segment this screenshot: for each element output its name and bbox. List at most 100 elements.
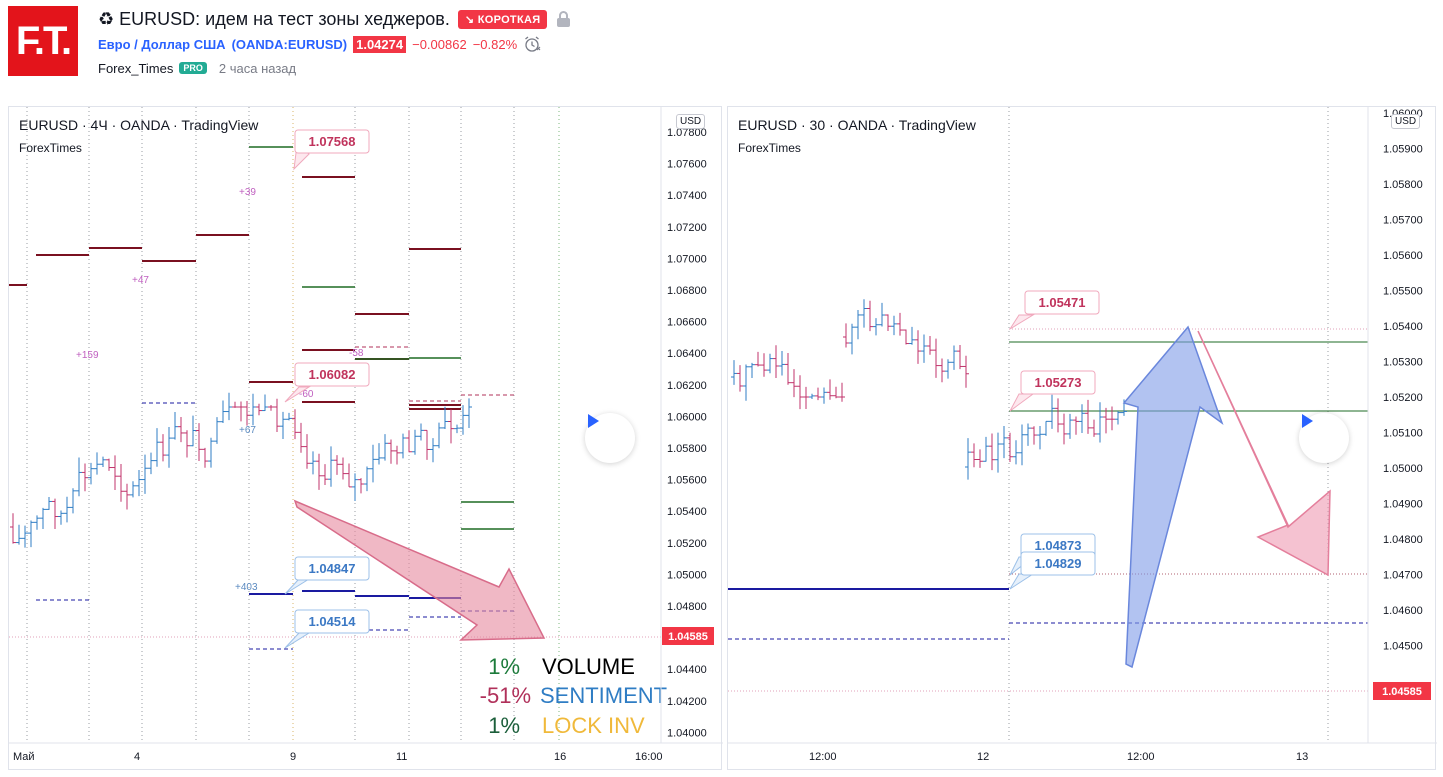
callout: 1.05273 xyxy=(1009,370,1096,412)
price-axis-label: 1.04600 xyxy=(1383,605,1423,617)
price-axis-label: 1.07600 xyxy=(667,159,707,171)
play-button[interactable] xyxy=(1299,413,1349,463)
level-label: -60 xyxy=(299,389,314,400)
callout: 1.06082 xyxy=(284,362,370,403)
stat-sentiment-value: -51% xyxy=(480,683,531,708)
price-axis-label: 1.05500 xyxy=(1383,286,1423,298)
time-label: 9 xyxy=(290,751,296,763)
price-axis-label: 1.05300 xyxy=(1383,357,1423,369)
callout: 1.04847 xyxy=(284,556,370,595)
price-badge: 1.04274 xyxy=(353,35,407,53)
symbol-row: Евро / Доллар США (OANDA:EURUSD) 1.04274… xyxy=(98,35,541,53)
level-label: -58 xyxy=(349,348,364,359)
callout: 1.04514 xyxy=(284,609,370,649)
price-axis-label: 1.05200 xyxy=(667,538,707,550)
stat-lockinv-value: 1% xyxy=(488,713,520,738)
symbol-name-link[interactable]: Евро / Доллар США xyxy=(98,36,226,52)
price-axis-label: 1.05600 xyxy=(667,475,707,487)
symbol-code-link[interactable]: (OANDA:EURUSD) xyxy=(231,36,348,52)
level-label: +47 xyxy=(132,275,149,286)
chart-legend: EURUSD · 30 · OANDA · TradingView xyxy=(738,117,976,133)
chart-4h[interactable]: +39 +47 +159 -58 -60 +67 +403 1.07568 1.… xyxy=(8,106,723,771)
stat-volume-value: 1% xyxy=(488,654,520,679)
lock-icon xyxy=(557,11,571,27)
price-axis-label: 1.04900 xyxy=(1383,499,1423,511)
pro-badge: PRO xyxy=(179,62,207,74)
time-label: Май xyxy=(13,751,35,763)
price-axis-label: 1.04500 xyxy=(1383,641,1423,653)
current-price-label: 1.04585 xyxy=(668,631,708,643)
time-label: 13 xyxy=(1296,751,1308,763)
time-label: 11 xyxy=(396,751,407,763)
author-row: Forex_Times PRO 2 часа назад xyxy=(98,60,296,76)
price-axis-label: 1.06400 xyxy=(667,348,707,360)
callout: 1.05471 xyxy=(1009,290,1100,330)
stat-volume-label: VOLUME xyxy=(542,654,635,679)
price-axis-label: 1.05700 xyxy=(1383,215,1423,227)
level-label: +39 xyxy=(239,187,256,198)
idea-header: F.T. ♻ EURUSD: идем на тест зоны хеджеро… xyxy=(0,0,1443,100)
price-axis-label: 1.04000 xyxy=(667,727,707,739)
price-axis-label: 1.07000 xyxy=(667,253,707,265)
time-label: 12:00 xyxy=(809,751,837,763)
time-label: 12:00 xyxy=(1127,751,1155,763)
callout-label: 1.07568 xyxy=(309,134,356,149)
price-change-pct: −0.82% xyxy=(472,36,518,52)
currency-tag[interactable]: USD xyxy=(1391,114,1421,129)
callout-label: 1.05471 xyxy=(1039,295,1086,310)
level-label: +67 xyxy=(239,425,256,436)
price-axis-label: 1.07400 xyxy=(667,190,707,202)
callout-label: 1.04873 xyxy=(1035,538,1082,553)
sell-arrow xyxy=(1197,330,1331,577)
price-axis-label: 1.05800 xyxy=(667,443,707,455)
time-label: 16:00 xyxy=(635,751,663,763)
time-label: 16 xyxy=(554,751,566,763)
price-axis-label: 1.05400 xyxy=(667,506,707,518)
price-axis-label: 1.05900 xyxy=(1383,144,1423,156)
chart-4h-canvas[interactable]: +39 +47 +159 -58 -60 +67 +403 1.07568 1.… xyxy=(9,107,723,771)
idea-title: ♻ EURUSD: идем на тест зоны хеджеров. xyxy=(98,8,450,29)
level-label: +159 xyxy=(76,350,99,361)
price-axis-label: 1.06800 xyxy=(667,285,707,297)
published-time: 2 часа назад xyxy=(218,60,297,76)
price-axis-label: 1.07200 xyxy=(667,222,707,234)
chart-30m[interactable]: 1.05471 1.05273 1.04873 1.04829 1.060001… xyxy=(727,106,1437,771)
price-axis-label: 1.04200 xyxy=(667,696,707,708)
time-label: 12 xyxy=(977,751,989,763)
price-axis-label: 1.05100 xyxy=(1383,428,1423,440)
chart-sublabel: ForexTimes xyxy=(738,141,801,155)
play-button[interactable] xyxy=(585,413,635,463)
currency-tag[interactable]: USD xyxy=(676,114,706,129)
price-axis-label: 1.04800 xyxy=(1383,534,1423,546)
price-axis-label: 1.05600 xyxy=(1383,250,1423,262)
callout-label: 1.05273 xyxy=(1035,375,1082,390)
price-axis-label: 1.06200 xyxy=(667,380,707,392)
price-axis-label: 1.04400 xyxy=(667,664,707,676)
play-icon xyxy=(1302,414,1313,428)
callout-label: 1.04829 xyxy=(1035,556,1082,571)
stat-lockinv-label: LOCK INV xyxy=(542,713,645,738)
price-axis-label: 1.06000 xyxy=(667,411,707,423)
forextimes-logo[interactable]: F.T. xyxy=(8,6,78,76)
price-axis-label: 1.05000 xyxy=(1383,463,1423,475)
author-name[interactable]: Forex_Times xyxy=(98,60,174,76)
sell-arrow xyxy=(293,499,546,641)
time-label: 4 xyxy=(134,751,140,763)
chart-legend: EURUSD · 4Ч · OANDA · TradingView xyxy=(19,117,259,133)
short-badge: ↘ КОРОТКАЯ xyxy=(457,9,548,29)
alarm-clock-icon[interactable] xyxy=(523,35,541,53)
chart-30m-canvas[interactable]: 1.05471 1.05273 1.04873 1.04829 1.060001… xyxy=(728,107,1437,771)
callout-label: 1.04847 xyxy=(309,561,356,576)
chart-sublabel: ForexTimes xyxy=(19,141,82,155)
callout: 1.04829 xyxy=(1009,551,1096,590)
price-axis-label: 1.05400 xyxy=(1383,321,1423,333)
level-label: +403 xyxy=(235,582,258,593)
price-axis-label: 1.04800 xyxy=(667,601,707,613)
title-row: ♻ EURUSD: идем на тест зоны хеджеров. ↘ … xyxy=(98,8,571,30)
price-axis-label: 1.05200 xyxy=(1383,392,1423,404)
price-axis-label: 1.06600 xyxy=(667,317,707,329)
callout-label: 1.06082 xyxy=(309,367,356,382)
price-axis-label: 1.05800 xyxy=(1383,179,1423,191)
play-icon xyxy=(588,414,599,428)
price-axis-label: 1.04700 xyxy=(1383,570,1423,582)
